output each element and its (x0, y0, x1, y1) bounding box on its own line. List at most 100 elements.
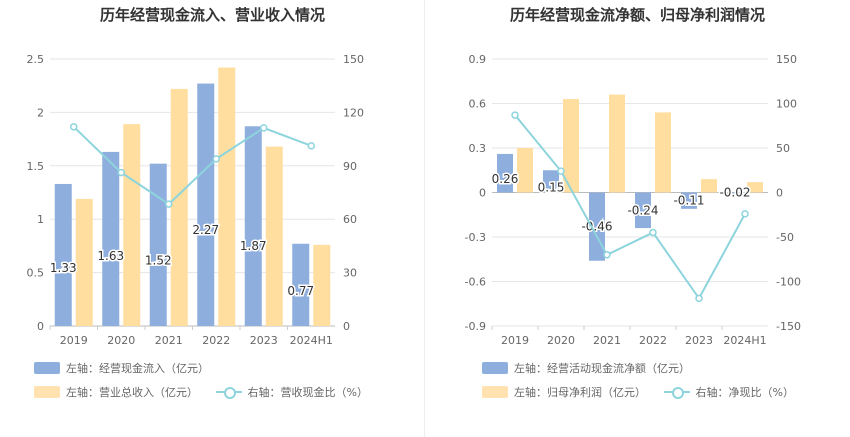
legend-swatch-blue (482, 362, 508, 374)
left-axis-tick-label: 1.5 (27, 160, 45, 173)
bar-series-2 (265, 146, 283, 326)
line-series (514, 114, 746, 301)
bar-series-1 (681, 192, 697, 209)
left-axis-tick-label: 1 (37, 213, 44, 226)
x-axis-tick-label: 2019 (501, 334, 529, 347)
bar-data-label: 0.26 (492, 172, 519, 186)
left-axis-tick-label: -0.9 (465, 320, 486, 333)
bar-series-2 (701, 179, 717, 193)
bar-series-1 (497, 153, 513, 193)
right-axis-tick-label: 120 (343, 106, 364, 119)
line-point (511, 111, 519, 119)
bar-series-1 (102, 151, 120, 326)
right-axis-tick-label: 100 (776, 98, 797, 111)
x-axis-tick-label: 2024H1 (723, 334, 766, 347)
right-axis-tick-label: 50 (776, 142, 790, 155)
right-axis-tick-label: 60 (343, 213, 357, 226)
legend-item-net-profit[interactable]: 左轴：归母净利润（亿元） (482, 384, 646, 400)
bar-series-1 (635, 192, 651, 229)
left-axis-tick-label: 0.5 (27, 267, 45, 280)
bar-series-2 (170, 88, 188, 327)
bar-data-label: -0.24 (627, 203, 658, 217)
bar-series-2 (517, 148, 533, 193)
legend-label: 左轴：经营现金流入（亿元） (66, 362, 209, 375)
x-axis-tick-label: 2021 (155, 334, 183, 347)
legend-label: 左轴：经营活动现金流净额（亿元） (514, 362, 690, 375)
line-point (117, 168, 125, 177)
legend-swatch-line (663, 386, 690, 399)
chart-panel-cash-inflow-revenue: 历年经营现金流入、营业收入情况 0 0.5 1 1.5 2 2.5 0 30 60 90 120 15… (27, 6, 382, 400)
left-axis-tick-label: 0.3 (469, 142, 487, 155)
line-point (260, 124, 268, 132)
line-point (165, 200, 173, 208)
bar-data-label: 1.33 (50, 261, 77, 275)
bar-series-1 (149, 163, 167, 326)
legend-row-2: 左轴：归母净利润（亿元） 右轴：净现比（%） (482, 384, 808, 400)
line-point (741, 210, 749, 218)
x-axis-tick-label: 2022 (639, 334, 667, 347)
bar-data-label: 0.15 (538, 180, 565, 194)
left-axis-tick-label: 0 (37, 320, 44, 333)
line-series (73, 126, 312, 206)
legend-swatch-line (215, 386, 242, 399)
bar-series-1 (543, 170, 559, 193)
left-axis-tick-label: 2 (37, 106, 44, 119)
bar-series-1 (292, 243, 310, 326)
x-axis-tick-label: 2020 (547, 334, 575, 347)
line-point (695, 294, 703, 303)
chart-title: 历年经营现金流入、营业收入情况 (99, 6, 325, 24)
bar-data-label: 2.27 (192, 223, 219, 237)
legend-label: 左轴：归母净利润（亿元） (514, 386, 646, 399)
x-axis-tick-label: 2023 (250, 334, 278, 347)
line-point (307, 142, 315, 150)
right-axis-tick-label: 0 (343, 320, 350, 333)
line-point (212, 155, 220, 163)
legend-item-cash-inflow[interactable]: 左轴：经营现金流入（亿元） (34, 360, 209, 376)
left-axis-tick-label: -0.6 (465, 276, 486, 289)
legend-label: 左轴：营业总收入（亿元） (66, 386, 198, 399)
right-axis-tick-label: 150 (343, 53, 364, 66)
x-axis-tick-label: 2020 (107, 334, 135, 347)
legend-swatch-yellow (482, 386, 508, 398)
left-axis-tick-label: 2.5 (27, 53, 45, 66)
x-axis-tick-label: 2022 (202, 334, 230, 347)
bar-data-label: 1.87 (240, 239, 267, 253)
bar-series-2 (75, 198, 93, 326)
bar-data-label: 1.63 (97, 249, 124, 263)
x-axis-tick-label: 2021 (593, 334, 621, 347)
line-point (649, 228, 657, 237)
line-point (70, 123, 78, 131)
left-axis-tick-label: 0 (479, 187, 486, 200)
chart-plot: 00.511.522.5030609012015020191.3320201.6… (27, 53, 365, 347)
left-axis-tick-label: 0.6 (469, 98, 487, 111)
legend-row-1: 左轴：经营活动现金流净额（亿元） (482, 360, 704, 376)
bar-series-1 (54, 183, 72, 326)
bar-series-2 (563, 99, 579, 193)
bar-data-label: -0.02 (719, 186, 750, 200)
bar-data-label: 0.77 (287, 284, 314, 298)
right-axis-tick-label: -100 (776, 276, 801, 289)
legend-item-revenue[interactable]: 左轴：营业总收入（亿元） (34, 384, 198, 400)
legend-item-cash-ratio[interactable]: 右轴：营收现金比（%） (215, 384, 368, 400)
right-axis-tick-label: 150 (776, 53, 797, 66)
right-axis-tick-label: 90 (343, 160, 357, 173)
legend-swatch-yellow (34, 386, 60, 398)
bar-data-label: 1.52 (145, 253, 172, 267)
x-axis-tick-label: 2023 (685, 334, 713, 347)
bar-series-2 (747, 182, 763, 193)
left-axis-tick-label: 0.9 (469, 53, 487, 66)
bar-series-2 (123, 124, 141, 326)
bar-series-2 (609, 94, 625, 193)
chart-plot: -0.9 -0.6 -0.3 0 0.3 0.6 0.9 -150 -100 -50 0 50 100 1… (465, 53, 801, 347)
legend-item-net-cash[interactable]: 左轴：经营活动现金流净额（亿元） (482, 360, 690, 376)
legend-item-net-cash-ratio[interactable]: 右轴：净现比（%） (663, 384, 794, 400)
bar-data-label: -0.46 (581, 220, 612, 234)
legend-row-2: 左轴：营业总收入（亿元） 右轴：营收现金比（%） (34, 384, 382, 400)
bar-data-label: -0.11 (673, 194, 704, 208)
right-axis-tick-label: -150 (776, 320, 801, 333)
legend-label: 右轴：营收现金比（%） (247, 386, 368, 399)
legend-label: 右轴：净现比（%） (695, 386, 794, 399)
bar-series-1 (197, 83, 215, 327)
panel-divider (424, 0, 425, 437)
bar-series-1 (727, 192, 743, 196)
